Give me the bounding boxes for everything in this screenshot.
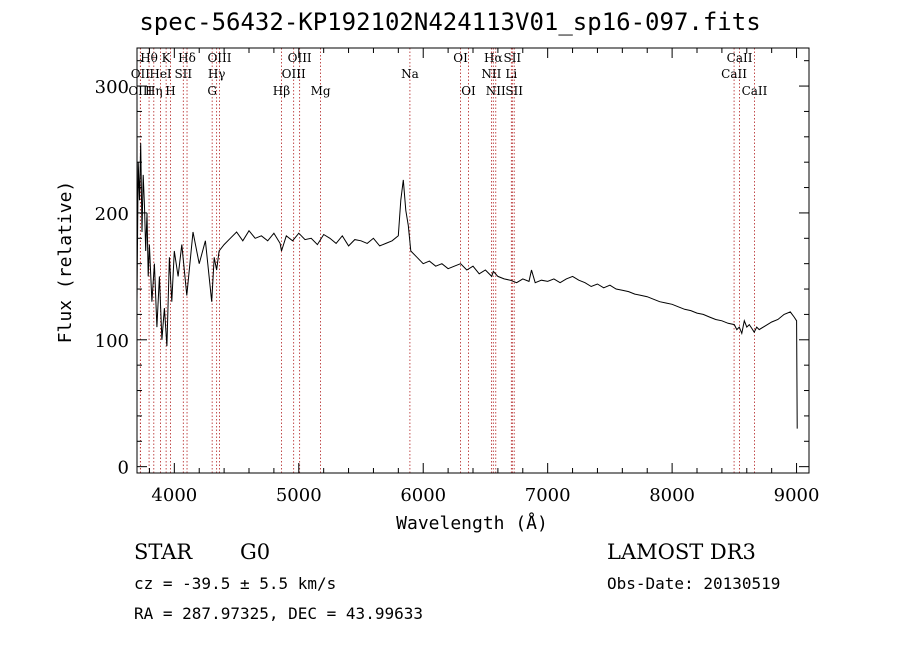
line-label-21: NII (481, 67, 501, 81)
line-label-9: OIII (207, 51, 231, 65)
line-label-0: Hθ (140, 51, 158, 65)
line-label-7: SII (174, 67, 192, 81)
x-tick-label-6000: 6000 (400, 485, 446, 506)
x-axis-label: Wavelength (Å) (396, 512, 548, 534)
x-tick-label-7000: 7000 (525, 485, 571, 506)
line-label-1: OII (131, 67, 151, 81)
emission-line-labels: Hθ OII OIII K HeI Hη H SII Hδ OIII Hγ G OIII OIII Hβ Mg… (128, 51, 767, 98)
y-tick-label-0: 0 (118, 458, 129, 479)
line-label-25: CaII (727, 51, 753, 65)
y-axis-label: Flux (relative) (55, 181, 76, 344)
line-label-5: Hη (145, 84, 163, 98)
line-label-12: OIII (288, 51, 312, 65)
line-label-26: CaII (721, 67, 747, 81)
classification-label: STAR (134, 540, 193, 564)
line-label-15: Mg (311, 84, 331, 98)
obs-date-label: Obs-Date: 20130519 (607, 574, 781, 593)
line-label-19: Hα (484, 51, 503, 65)
subclass-label: G0 (240, 540, 271, 564)
y-tick-label-300: 300 (95, 77, 129, 98)
coordinates-label: RA = 287.97325, DEC = 43.99633 (134, 604, 423, 623)
line-label-14: Hβ (273, 84, 290, 98)
y-tick-label-100: 100 (95, 331, 129, 352)
line-label-13: OIII (282, 67, 306, 81)
spectrum-line (136, 143, 798, 429)
x-tick-label-9000: 9000 (774, 485, 820, 506)
line-label-4: HeI (149, 67, 172, 81)
line-label-2: OIII (128, 84, 152, 98)
line-label-6: H (165, 84, 175, 98)
line-label-10: Hγ (208, 67, 226, 81)
y-tick-label-200: 200 (95, 204, 129, 225)
line-label-22: Li (505, 67, 517, 81)
line-label-16: Na (401, 67, 419, 81)
axis-ticks: 4000 5000 6000 7000 8000 9000 0 100 200 300 (95, 48, 820, 506)
x-tick-label-8000: 8000 (649, 485, 695, 506)
plot-frame (136, 47, 810, 474)
line-label-18: OI (461, 84, 476, 98)
redshift-label: cz = -39.5 ± 5.5 km/s (134, 574, 337, 593)
line-label-20: SII (503, 51, 521, 65)
survey-label: LAMOST DR3 (607, 540, 756, 564)
line-label-24: SII (505, 84, 523, 98)
line-label-23: NII (486, 84, 506, 98)
line-label-11: G (207, 84, 217, 98)
x-tick-label-4000: 4000 (151, 485, 197, 506)
emission-line-markers (139, 48, 755, 473)
line-label-3: K (162, 51, 172, 65)
line-label-17: OI (453, 51, 468, 65)
line-label-27: CaII (742, 84, 768, 98)
line-label-8: Hδ (178, 51, 196, 65)
x-tick-label-5000: 5000 (276, 485, 322, 506)
chart-title: spec-56432-KP192102N424113V01_sp16-097.f… (139, 8, 761, 36)
